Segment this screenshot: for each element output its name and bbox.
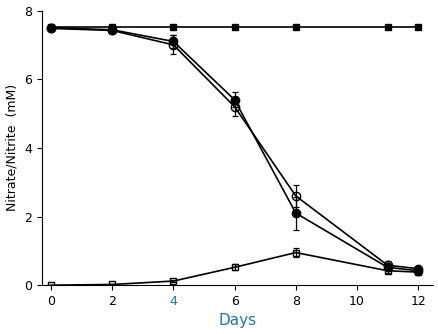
X-axis label: Days: Days bbox=[218, 313, 256, 328]
Y-axis label: Nitrate/Nitrite  (mM): Nitrate/Nitrite (mM) bbox=[6, 84, 18, 211]
